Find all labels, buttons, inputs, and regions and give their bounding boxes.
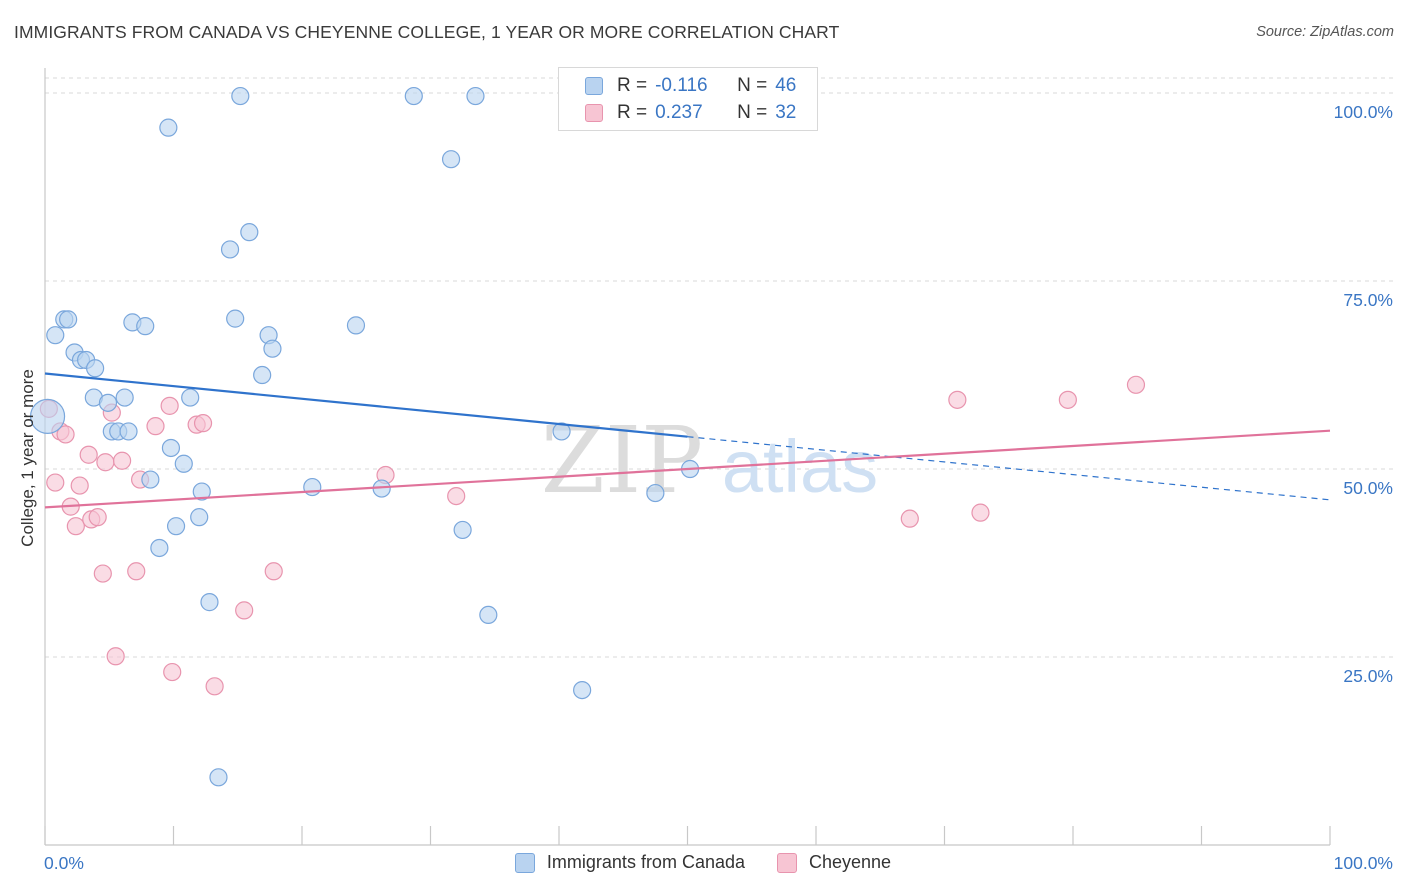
point-canada — [646, 483, 665, 503]
legend-swatch-canada — [514, 852, 535, 873]
point-canada — [161, 438, 181, 458]
point-canada — [29, 398, 66, 434]
stats-row-canada: R = -0.116 N = 46 — [585, 74, 796, 98]
watermark-zip: ZIP — [541, 407, 703, 514]
point-canada — [303, 477, 322, 497]
point-canada — [98, 393, 118, 412]
legend-item-canada: Immigrants from Canada — [514, 852, 745, 873]
point-cheyenne — [66, 517, 85, 536]
data-points — [29, 86, 1146, 787]
point-cheyenne — [205, 677, 224, 696]
r-value: -0.116 — [655, 75, 708, 96]
x-tick-label: 100.0% — [1334, 853, 1393, 873]
point-cheyenne — [70, 476, 89, 495]
point-cheyenne — [163, 662, 182, 682]
point-cheyenne — [88, 508, 107, 527]
point-canada — [166, 517, 186, 536]
legend-item-cheyenne: Cheyenne — [777, 852, 891, 873]
point-cheyenne — [93, 564, 112, 583]
gridlines — [45, 77, 1395, 658]
point-canada — [404, 86, 423, 106]
point-cheyenne — [1058, 390, 1077, 409]
point-canada — [253, 365, 272, 385]
trend-lines — [44, 372, 1331, 509]
point-canada — [220, 240, 240, 259]
point-canada — [466, 86, 485, 106]
point-canada — [200, 593, 219, 612]
point-canada — [150, 538, 169, 558]
swatch-cheyenne — [585, 104, 603, 122]
stats-row-cheyenne: R = 0.237 N = 32 — [585, 101, 796, 125]
legend-label-cheyenne: Cheyenne — [809, 852, 892, 872]
point-canada — [86, 359, 105, 378]
point-cheyenne — [447, 486, 466, 506]
r-value: 0.237 — [655, 102, 703, 123]
point-canada — [59, 310, 78, 329]
point-cheyenne — [160, 396, 179, 415]
point-canada — [46, 326, 65, 345]
point-canada — [453, 520, 472, 540]
r-label: R = — [617, 75, 648, 96]
axes — [44, 68, 1331, 846]
swatch-canada — [585, 77, 603, 95]
point-canada — [573, 680, 592, 700]
point-canada — [441, 150, 461, 169]
y-tick-label: 50.0% — [1343, 478, 1393, 498]
source-credit: Source: ZipAtlas.com — [1256, 24, 1394, 40]
point-cheyenne — [146, 417, 165, 436]
point-canada — [346, 316, 366, 335]
point-canada — [263, 339, 282, 358]
r-label: R = — [617, 102, 648, 123]
y-tick-label: 75.0% — [1343, 290, 1393, 310]
n-value: 32 — [775, 102, 797, 123]
point-canada — [479, 605, 498, 625]
point-canada — [240, 223, 259, 242]
point-cheyenne — [193, 414, 213, 433]
point-cheyenne — [112, 451, 132, 470]
chart-title: IMMIGRANTS FROM CANADA VS CHEYENNE COLLE… — [14, 22, 840, 42]
legend-label-canada: Immigrants from Canada — [546, 852, 745, 872]
n-label: N = — [737, 75, 768, 96]
y-tick-label: 25.0% — [1343, 666, 1393, 686]
point-canada — [226, 309, 245, 328]
point-cheyenne — [127, 562, 146, 581]
series-legend: Immigrants from Canada Cheyenne — [0, 852, 1406, 873]
y-tick-label: 100.0% — [1334, 102, 1393, 122]
point-cheyenne — [948, 390, 967, 409]
point-canada — [136, 317, 155, 336]
n-label: N = — [737, 102, 768, 123]
point-cheyenne — [96, 453, 115, 472]
point-cheyenne — [79, 445, 98, 464]
y-axis-label: College, 1 year or more — [18, 369, 37, 547]
point-cheyenne — [46, 473, 65, 492]
point-cheyenne — [106, 647, 125, 666]
point-canada — [190, 508, 209, 527]
point-canada — [209, 768, 228, 787]
point-canada — [231, 86, 250, 106]
n-value: 46 — [775, 75, 797, 96]
point-canada — [119, 422, 138, 441]
point-canada — [115, 388, 134, 407]
point-canada — [159, 118, 178, 137]
point-cheyenne — [56, 425, 75, 444]
point-canada — [552, 422, 571, 441]
point-cheyenne — [971, 503, 990, 522]
trend-line-cheyenne — [44, 429, 1331, 509]
point-canada — [174, 454, 193, 473]
point-canada — [181, 388, 200, 407]
point-cheyenne — [235, 601, 254, 620]
x-tick-label: 0.0% — [44, 853, 84, 873]
legend-swatch-cheyenne — [777, 852, 797, 873]
tick-labels: 25.0% 50.0% 75.0% 100.0% 0.0% 100.0% — [44, 102, 1393, 873]
point-canada — [141, 470, 160, 489]
point-cheyenne — [900, 509, 919, 528]
point-cheyenne — [1126, 375, 1146, 394]
point-cheyenne — [264, 562, 283, 581]
point-canada — [192, 482, 211, 501]
trend-line-canada — [44, 372, 688, 438]
trend-line-canada-extension — [687, 436, 1331, 501]
stats-legend: R = -0.116 N = 46 R = 0.237 N = 32 — [558, 67, 818, 131]
